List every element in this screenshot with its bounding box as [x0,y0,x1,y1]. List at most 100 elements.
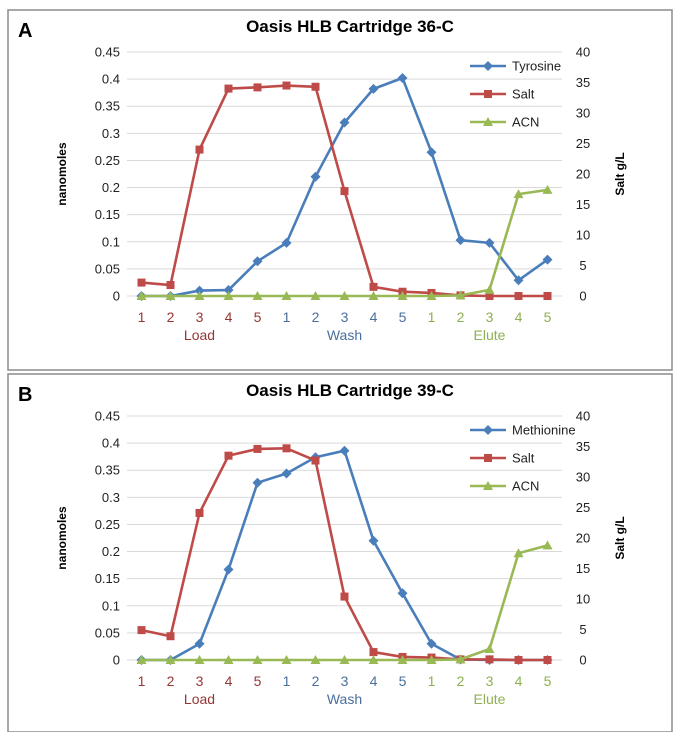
category-label: 2 [312,673,320,689]
data-point [426,655,437,664]
y2-tick-label: 25 [576,500,590,515]
y2-axis-title: Salt g/L [613,152,627,195]
y-tick-label: 0.2 [102,180,120,195]
group-label-wash: Wash [327,327,362,343]
category-label: 2 [457,673,465,689]
data-point [194,285,205,296]
data-point [252,256,263,267]
data-point [542,540,553,550]
data-point [136,655,147,664]
data-point [485,292,494,300]
category-label: 2 [167,309,175,325]
data-point [311,82,320,91]
legend-item-acn: ACN [470,115,539,130]
series-salt [137,444,552,664]
data-point [282,81,291,90]
data-point [165,291,176,300]
chart-title: Oasis HLB Cartridge 36-C [246,17,454,36]
y-tick-label: 0.35 [95,463,120,478]
data-point [282,444,291,453]
data-point [455,290,466,300]
y-tick-label: 0.15 [95,571,120,586]
data-point [368,83,379,94]
category-label: 2 [457,309,465,325]
data-point [223,291,234,300]
data-point [310,655,321,664]
category-label: 5 [254,309,262,325]
legend-item-methionine: Methionine [470,423,576,438]
data-point [369,648,378,657]
y-tick-label: 0.45 [95,409,120,424]
data-point [369,282,378,291]
data-point [281,291,292,300]
data-point [281,237,292,248]
category-label: 3 [341,309,349,325]
category-label: 4 [515,309,523,325]
data-point [310,291,321,300]
chart-title: Oasis HLB Cartridge 39-C [246,381,454,400]
data-point [484,284,495,294]
y-tick-label: 0.4 [102,436,120,451]
y2-tick-label: 10 [576,592,590,607]
y2-tick-label: 35 [576,439,590,454]
data-point [195,508,204,517]
y2-tick-label: 40 [576,45,590,60]
data-point [484,454,492,462]
data-point [514,656,523,664]
data-point [223,285,234,296]
category-label: 4 [225,309,233,325]
data-point [339,291,350,300]
data-point [483,425,493,435]
category-label: 4 [515,673,523,689]
legend-item-salt: Salt [470,87,535,102]
panel-frame [7,9,673,371]
y-tick-label: 0.25 [95,517,120,532]
data-point [513,548,524,558]
data-point [195,145,204,154]
data-point [339,445,350,456]
category-label: 3 [196,673,204,689]
data-point [310,171,321,182]
data-point [397,73,408,84]
y2-tick-label: 40 [576,409,590,424]
y2-axis-title: Salt g/L [613,516,627,559]
category-label: 5 [544,673,552,689]
y-tick-label: 0.05 [95,261,120,276]
panel-frame [7,373,673,732]
data-point [253,444,262,453]
data-point [543,656,552,664]
group-label-wash: Wash [327,691,362,707]
chart-panel-b: B Oasis HLB Cartridge 39-C 0 0.05 0.1 0.15 0.2… [7,373,673,732]
y2-tick-label: 20 [576,531,590,546]
data-point [223,564,234,575]
y2-tick-label: 0 [579,289,586,304]
legend-item-salt: Salt [470,451,535,466]
panel-label: B [18,384,32,406]
category-label: 1 [283,673,291,689]
y2-tick-label: 5 [579,622,586,637]
y-tick-label: 0.3 [102,126,120,141]
data-point [311,456,320,465]
data-point [340,187,349,196]
category-label: 2 [167,673,175,689]
y2-tick-label: 5 [579,258,586,273]
category-label: 5 [544,309,552,325]
data-point [166,632,175,641]
y-axis-title: nanomoles [55,506,69,570]
category-label: 2 [312,309,320,325]
category-label: 1 [138,309,146,325]
y-tick-label: 0.1 [102,598,120,613]
y-tick-label: 0.45 [95,45,120,60]
y-axis-title: nanomoles [55,142,69,206]
data-point [426,638,437,649]
category-label: 1 [428,673,436,689]
y-tick-label: 0.3 [102,490,120,505]
category-label: 1 [138,673,146,689]
data-point [368,655,379,664]
group-label-elute: Elute [474,327,506,343]
data-point [339,117,350,128]
y2-tick-label: 15 [576,561,590,576]
y-tick-label: 0.15 [95,207,120,222]
